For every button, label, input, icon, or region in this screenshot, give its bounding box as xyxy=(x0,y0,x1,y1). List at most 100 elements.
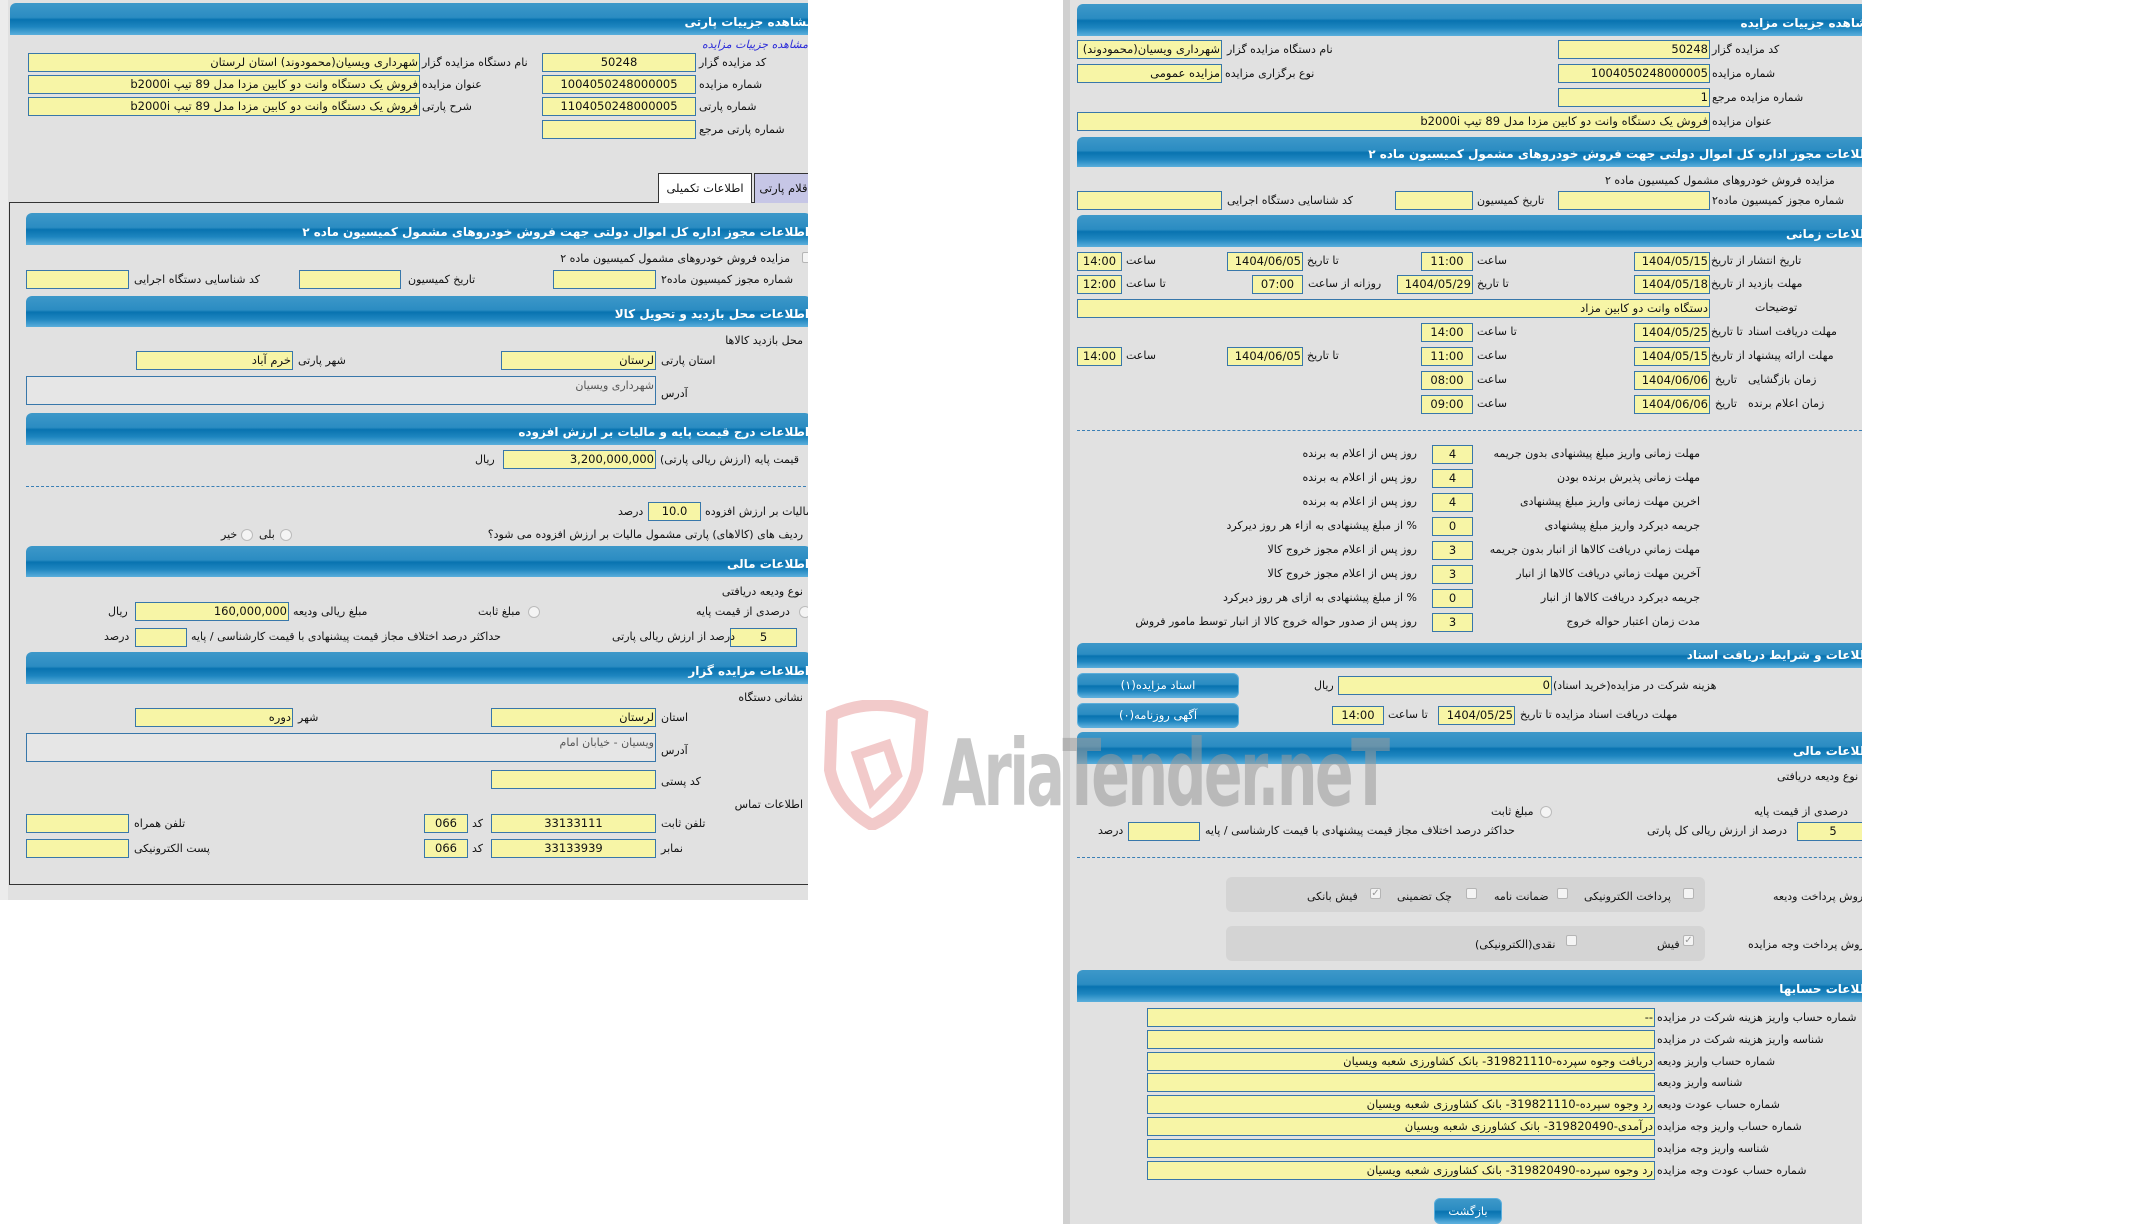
deadline-value-field[interactable]: 3 xyxy=(1432,565,1473,584)
auctioneer-address-label: آدرس xyxy=(661,744,688,757)
visit-city-field[interactable]: خرم آباد xyxy=(136,351,293,370)
deposit-type-heading: نوع ودیعه دریافتی xyxy=(721,585,803,598)
deposit-percent-field[interactable]: 5 xyxy=(730,628,797,647)
offer-to-date-field[interactable]: 1404/06/05 xyxy=(1227,347,1303,366)
commission-checkbox[interactable] xyxy=(802,252,808,263)
tab-supplementary-info[interactable]: اطلاعات تکمیلی xyxy=(658,173,752,203)
account-value-field[interactable]: رد وجوه سپرده-319821110- بانک کشاورزی شع… xyxy=(1147,1095,1655,1114)
deadline-value-field[interactable]: 4 xyxy=(1432,469,1473,488)
fixed-amount-radio[interactable] xyxy=(528,606,540,618)
visit-province-field[interactable]: لرستان xyxy=(501,351,656,370)
commission-date-field[interactable] xyxy=(299,270,401,289)
account-value-field[interactable] xyxy=(1147,1139,1655,1158)
r-permit-number-field[interactable] xyxy=(1558,191,1710,210)
deadline-value-field[interactable]: 3 xyxy=(1432,613,1473,632)
deposit-method-checkbox[interactable] xyxy=(1466,888,1477,899)
deposit-method-checkbox[interactable] xyxy=(1557,888,1568,899)
r-auctioneer-name-field[interactable]: شهرداری ویسیان(محمودوند) استان لرستان xyxy=(1077,40,1222,59)
auction-title-field[interactable]: فروش یک دستگاه وانت دو کابین مزدا مدل 89… xyxy=(28,75,420,94)
auctioneer-name-field[interactable]: شهرداری ویسیان(محمودوند) استان لرستان xyxy=(28,53,420,72)
lot-ref-field[interactable] xyxy=(542,120,696,139)
publish-from-time-field[interactable]: 11:00 xyxy=(1421,252,1473,271)
timing-description-field[interactable]: دستگاه وانت دو کابین مزاد xyxy=(1077,299,1710,318)
r-auction-title-field[interactable]: فروش یک دستگاه وانت دو کابین مزدا مدل 89… xyxy=(1077,112,1710,131)
account-value-field[interactable]: رد وجوه سپرده-319820490- بانک کشاورزی شع… xyxy=(1147,1161,1655,1180)
phone-code-field[interactable]: 066 xyxy=(424,814,468,833)
visit-from-date-field[interactable]: 1404/05/18 xyxy=(1634,275,1710,294)
visit-daily-from-field[interactable]: 07:00 xyxy=(1252,275,1303,294)
auction-details-link[interactable]: مشاهده جزییات مزایده xyxy=(702,38,808,51)
ref-number-field[interactable]: 1 xyxy=(1558,88,1710,107)
opening-time-field[interactable]: 08:00 xyxy=(1421,371,1473,390)
vat-field[interactable]: 10.0 xyxy=(648,502,701,521)
lot-number-field[interactable]: 1104050248000005 xyxy=(542,97,696,116)
offer-to-time-field[interactable]: 14:00 xyxy=(1077,347,1122,366)
visit-address-field[interactable]: شهرداری ویسیان xyxy=(26,376,656,405)
mobile-field[interactable] xyxy=(26,814,129,833)
r-max-diff-field[interactable] xyxy=(1128,822,1200,841)
vat-yes-radio[interactable] xyxy=(280,529,292,541)
account-value-field[interactable] xyxy=(1147,1030,1655,1049)
docs-to-date-field[interactable]: 1404/05/25 xyxy=(1634,323,1710,342)
opening-date-field[interactable]: 1404/06/06 xyxy=(1634,371,1710,390)
participation-cost-field[interactable]: 0 xyxy=(1338,676,1552,695)
deadline-value-field[interactable]: 4 xyxy=(1432,445,1473,464)
vat-no-radio[interactable] xyxy=(241,529,253,541)
auction-type-field[interactable]: مزایده عمومی xyxy=(1077,64,1222,83)
deadline-value-field[interactable]: 3 xyxy=(1432,541,1473,560)
deadline-value-field[interactable]: 0 xyxy=(1432,517,1473,536)
auction-number-field[interactable]: 1004050248000005 xyxy=(542,75,696,94)
phone-field[interactable]: 33133111 xyxy=(491,814,656,833)
auctioneer-province-field[interactable]: لرستان xyxy=(491,708,656,727)
fax-field[interactable]: 33133939 xyxy=(491,839,656,858)
permit-number-field[interactable] xyxy=(553,270,656,289)
lot-description-field[interactable]: فروش یک دستگاه وانت دو کابین مزدا مدل 89… xyxy=(28,97,420,116)
docs-deadline-date-field[interactable]: 1404/05/25 xyxy=(1438,706,1515,725)
visit-daily-to-field[interactable]: 12:00 xyxy=(1077,275,1122,294)
account-value-field[interactable] xyxy=(1147,1073,1655,1092)
payment-method-checkbox[interactable]: ✓ xyxy=(1683,935,1694,946)
auction-documents-button[interactable]: اسناد مزایده(۱) xyxy=(1077,673,1239,698)
r-deposit-percent-field[interactable]: 5 xyxy=(1797,822,1862,841)
tab-lot-items[interactable]: اقلام پارتی xyxy=(754,173,808,203)
account-value-field[interactable]: دریافت وجوه سپرده-319821110- بانک کشاورز… xyxy=(1147,1052,1655,1071)
docs-time-field[interactable]: 14:00 xyxy=(1421,323,1473,342)
publish-to-time-field[interactable]: 14:00 xyxy=(1077,252,1122,271)
offer-from-date-field[interactable]: 1404/05/15 xyxy=(1634,347,1710,366)
winner-date-field[interactable]: 1404/06/06 xyxy=(1634,395,1710,414)
payment-method-checkbox[interactable] xyxy=(1566,935,1577,946)
visit-to-date-field[interactable]: 1404/05/29 xyxy=(1397,275,1473,294)
r-fixed-amount-radio[interactable] xyxy=(1540,806,1552,818)
percent-of-base-radio[interactable] xyxy=(799,606,808,618)
max-diff-field[interactable] xyxy=(135,628,187,647)
auction-number-label: شماره مزایده xyxy=(699,78,763,91)
exec-code-field[interactable] xyxy=(26,270,129,289)
back-button[interactable]: بازگشت xyxy=(1434,1198,1502,1224)
finance-section-header-title: اطلاعات مالی xyxy=(726,557,808,571)
r-commission-date-field[interactable] xyxy=(1395,191,1473,210)
winner-time-field[interactable]: 09:00 xyxy=(1421,395,1473,414)
phone-code-label: کد xyxy=(472,817,484,830)
auctioneer-code-field[interactable]: 50248 xyxy=(542,53,696,72)
fax-code-field[interactable]: 066 xyxy=(424,839,468,858)
publish-to-date-field[interactable]: 1404/06/05 xyxy=(1227,252,1303,271)
r-auctioneer-code-field[interactable]: 50248 xyxy=(1558,40,1710,59)
deposit-amount-field[interactable]: 160,000,000 xyxy=(135,602,289,621)
base-price-field[interactable]: 3,200,000,000 xyxy=(503,450,656,469)
auctioneer-city-field[interactable]: دوره xyxy=(135,708,293,727)
auctioneer-address-field[interactable]: ویسیان - خیابان امام xyxy=(26,733,656,762)
email-field[interactable] xyxy=(26,839,129,858)
newspaper-ad-button[interactable]: آگهی روزنامه(۰) xyxy=(1077,703,1239,728)
deposit-method-checkbox[interactable] xyxy=(1683,888,1694,899)
r-auction-number-field[interactable]: 1004050248000005 xyxy=(1558,64,1710,83)
r-exec-code-field[interactable] xyxy=(1077,191,1222,210)
account-value-field[interactable]: درآمدی-319820490- بانک کشاورزی شعبه ویسی… xyxy=(1147,1117,1655,1136)
postal-code-field[interactable] xyxy=(491,770,656,789)
docs-deadline-time-field[interactable]: 14:00 xyxy=(1332,706,1384,725)
account-value-field[interactable]: -- xyxy=(1147,1008,1655,1027)
deadline-value-field[interactable]: 4 xyxy=(1432,493,1473,512)
publish-from-date-field[interactable]: 1404/05/15 xyxy=(1634,252,1710,271)
offer-from-time-field[interactable]: 11:00 xyxy=(1421,347,1473,366)
deadline-value-field[interactable]: 0 xyxy=(1432,589,1473,608)
deposit-method-checkbox[interactable]: ✓ xyxy=(1370,888,1381,899)
